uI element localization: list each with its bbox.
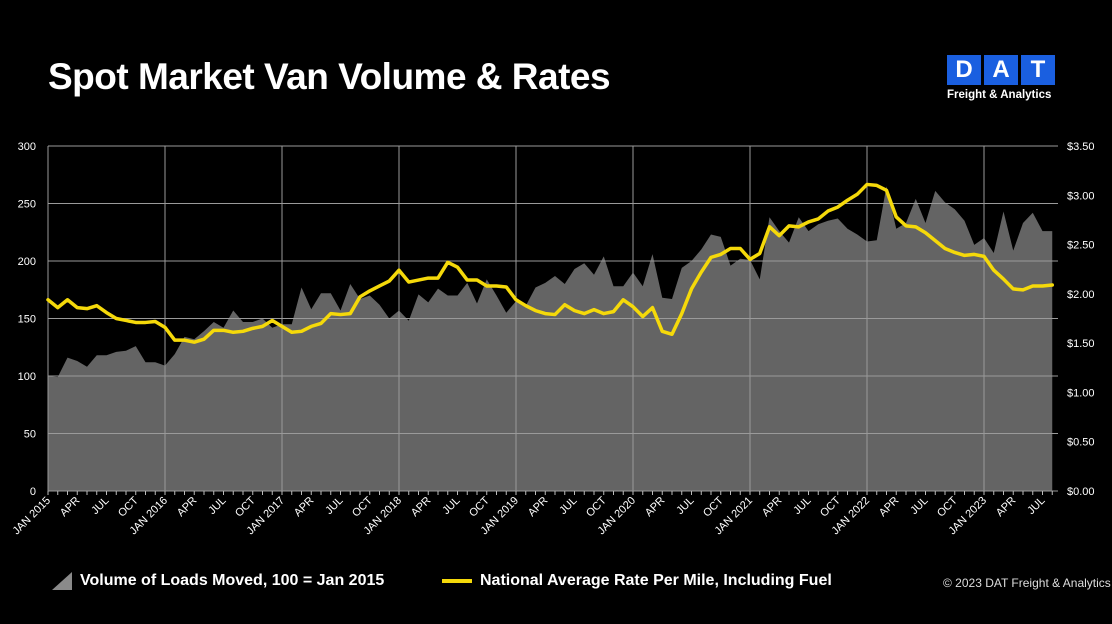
copyright: © 2023 DAT Freight & Analytics (943, 576, 1111, 590)
x-tick-label: APR (292, 495, 317, 520)
y-left-tick-label: 200 (18, 256, 36, 268)
y-left-tick-label: 150 (18, 314, 36, 326)
legend-volume-label: Volume of Loads Moved, 100 = Jan 2015 (80, 572, 385, 589)
y-left-tick-label: 100 (18, 371, 36, 383)
x-tick-label: JUL (908, 495, 930, 517)
x-tick-label: OCT (701, 494, 726, 519)
y-right-tick-label: $1.00 (1067, 387, 1095, 399)
x-tick-label: APR (175, 495, 200, 520)
logo-letter: A (984, 55, 1018, 85)
x-tick-label: JUL (323, 495, 345, 517)
volume-area (48, 186, 1053, 491)
x-tick-label: OCT (818, 494, 843, 519)
x-tick-label: APR (760, 495, 785, 520)
line-swatch-icon (442, 579, 472, 583)
rate-line (46, 182, 1054, 344)
x-tick-label: JUL (206, 495, 228, 517)
x-tick-label: JUL (557, 495, 579, 517)
y-right-tick-label: $2.00 (1067, 289, 1095, 301)
y-right-tick-label: $2.50 (1067, 240, 1095, 252)
x-tick-label: OCT (467, 494, 492, 519)
x-tick-label: JAN 2015 (10, 495, 53, 538)
y-left-tick-label: 0 (30, 486, 36, 498)
y-left-tick-label: 50 (24, 429, 36, 441)
x-tick-label: OCT (350, 494, 375, 519)
logo-letter: D (947, 55, 981, 85)
y-left-tick-label: 300 (18, 141, 36, 153)
x-tick-label: APR (994, 495, 1019, 520)
legend-rate-label: National Average Rate Per Mile, Includin… (480, 572, 832, 589)
y-right-tick-label: $1.50 (1067, 338, 1095, 350)
x-tick-label: APR (643, 495, 668, 520)
logo-letter: T (1021, 55, 1055, 85)
legend-rate: National Average Rate Per Mile, Includin… (442, 572, 832, 590)
x-tick-label: JUL (1025, 495, 1047, 517)
y-right-tick-label: $0.00 (1067, 486, 1095, 498)
y-left-tick-label: 250 (18, 199, 36, 211)
x-tick-label: APR (877, 495, 902, 520)
legend-volume: Volume of Loads Moved, 100 = Jan 2015 (52, 572, 384, 590)
x-tick-label: JUL (674, 495, 696, 517)
x-tick-label: JUL (791, 495, 813, 517)
logo-subtitle: Freight & Analytics (947, 89, 1052, 101)
dat-logo: D A T Freight & Analytics (947, 55, 1057, 101)
x-tick-label: OCT (233, 494, 258, 519)
x-tick-label: APR (526, 495, 551, 520)
x-tick-label: JUL (89, 495, 111, 517)
area-swatch-icon (52, 572, 72, 590)
y-right-tick-label: $3.00 (1067, 190, 1095, 202)
y-right-tick-label: $0.50 (1067, 437, 1095, 449)
chart-title: Spot Market Van Volume & Rates (48, 56, 611, 97)
x-tick-label: OCT (116, 494, 141, 519)
x-tick-label: APR (409, 495, 434, 520)
x-tick-label: APR (58, 495, 83, 520)
x-tick-label: OCT (935, 494, 960, 519)
y-right-tick-label: $3.50 (1067, 141, 1095, 153)
x-tick-label: JUL (440, 495, 462, 517)
x-tick-label: OCT (584, 494, 609, 519)
